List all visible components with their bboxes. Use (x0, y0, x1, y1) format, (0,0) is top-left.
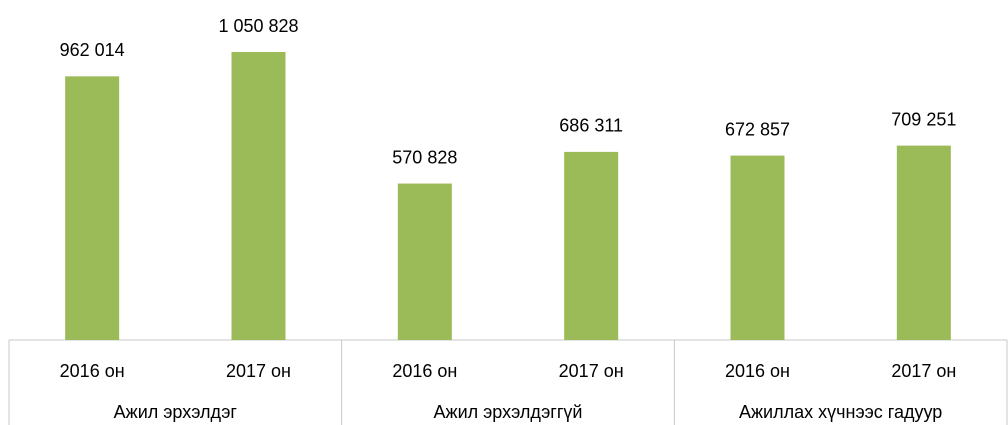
group-label: Ажиллах хүчнээс гадуур (739, 402, 942, 422)
bar (730, 155, 785, 340)
data-label: 1 050 828 (218, 16, 298, 36)
group-label: Ажил эрхэлдэггүй (434, 402, 583, 422)
x-tick-label: 2016 он (725, 361, 790, 381)
x-tick-label: 2017 он (226, 361, 291, 381)
x-tick-label: 2016 он (392, 361, 457, 381)
data-label: 962 014 (60, 40, 125, 60)
data-label: 570 828 (392, 147, 457, 167)
x-tick-label: 2017 он (559, 361, 624, 381)
bar (564, 151, 619, 340)
bar (65, 76, 120, 340)
bar (896, 145, 951, 340)
bar (397, 183, 452, 340)
group-label: Ажил эрхэлдэг (114, 402, 238, 422)
x-tick-label: 2017 он (891, 361, 956, 381)
data-label: 709 251 (891, 109, 956, 129)
x-tick-label: 2016 он (60, 361, 125, 381)
data-label: 672 857 (725, 119, 790, 139)
data-label: 686 311 (559, 116, 623, 136)
bar (231, 52, 286, 340)
